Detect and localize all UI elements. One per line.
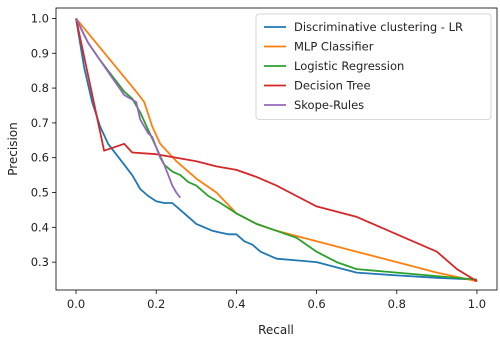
series-line-skope-rules	[75, 18, 182, 199]
legend-label: MLP Classifier	[294, 40, 374, 54]
x-tick-label: 0.8	[388, 297, 406, 311]
y-tick-label: 0.8	[31, 81, 49, 95]
x-tick-label: 0.6	[307, 297, 325, 311]
y-axis-label: Precision	[6, 122, 20, 176]
x-axis-ticks: 0.0 0.2 0.4 0.6 0.8 1.0	[67, 290, 486, 311]
x-tick-label: 1.0	[468, 297, 486, 311]
y-tick-label: 0.4	[31, 220, 49, 234]
legend-box	[255, 13, 492, 120]
y-axis-ticks: 0.3 0.4 0.5 0.6 0.7 0.8 0.9 1.0	[31, 11, 56, 269]
legend-label: Skope-Rules	[294, 98, 364, 112]
x-tick-label: 0.0	[67, 297, 85, 311]
y-tick-label: 0.9	[31, 46, 49, 60]
legend: Discriminative clustering - LR MLP Classi…	[255, 13, 492, 120]
y-tick-label: 0.7	[31, 116, 49, 130]
legend-label: Decision Tree	[294, 79, 371, 93]
x-tick-label: 0.2	[147, 297, 165, 311]
legend-label: Logistic Regression	[294, 59, 404, 73]
y-tick-label: 1.0	[31, 11, 49, 25]
series-line-mlp-classifier	[75, 17, 478, 283]
legend-label: Discriminative clustering - LR	[294, 20, 463, 34]
series-line-decision-tree	[75, 18, 478, 283]
y-tick-label: 0.3	[31, 255, 49, 269]
series-line-discriminative-clustering-lr	[75, 18, 478, 281]
series-line-logistic-regression	[75, 18, 478, 281]
series-lines	[75, 17, 478, 283]
x-tick-label: 0.4	[227, 297, 245, 311]
y-tick-label: 0.5	[31, 186, 49, 200]
y-tick-label: 0.6	[31, 151, 49, 165]
x-axis-label: Recall	[258, 323, 294, 337]
